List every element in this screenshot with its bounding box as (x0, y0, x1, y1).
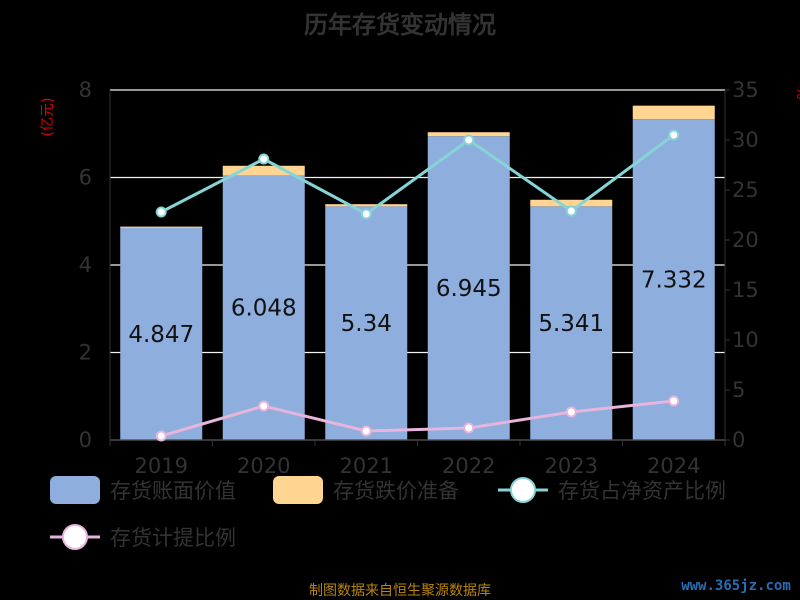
legend-label: 存货占净资产比例 (558, 479, 726, 503)
bar-inventory-value (632, 119, 715, 440)
right-tick-label: 0 (732, 428, 745, 452)
series-point (668, 129, 680, 141)
right-tick-label: 35 (732, 78, 759, 102)
x-tick-label: 2019 (135, 454, 188, 478)
bar-inventory-value (222, 175, 305, 440)
right-tick-label: 5 (732, 378, 745, 402)
x-tick-label: 2024 (647, 454, 700, 478)
legend-label: 存货账面价值 (110, 479, 236, 503)
bar-impairment-provision (427, 132, 510, 137)
bar-value-label: 6.048 (231, 296, 297, 322)
right-axis-unit: % (793, 86, 800, 99)
series-point (360, 208, 372, 220)
series-point (258, 400, 270, 412)
bar-inventory-value (120, 227, 203, 440)
series-point (155, 206, 167, 218)
x-tick-label: 2021 (340, 454, 393, 478)
right-tick-label: 20 (732, 228, 759, 252)
left-tick-label: 0 (79, 428, 92, 452)
left-tick-label: 4 (79, 253, 92, 277)
series-point (463, 134, 475, 146)
right-tick-label: 30 (732, 128, 759, 152)
bar-value-label: 7.332 (641, 268, 707, 294)
series-point (258, 153, 270, 165)
series-line (160, 133, 675, 216)
bar-inventory-value (325, 206, 408, 440)
x-tick-label: 2020 (237, 454, 290, 478)
series-line (160, 399, 674, 438)
lines (155, 129, 680, 442)
right-tick-label: 25 (732, 178, 759, 202)
bar-impairment-provision (222, 165, 305, 176)
bar-impairment-provision (325, 204, 408, 207)
bar-impairment-provision (530, 199, 613, 207)
left-tick-label: 2 (79, 341, 92, 365)
bar-inventory-value (427, 136, 510, 440)
legend-color-swatch (50, 476, 100, 504)
series-point (668, 395, 680, 407)
series-point (155, 430, 167, 442)
series-point (463, 422, 475, 434)
legend-color-swatch (273, 476, 323, 504)
legend-label: 存货跌价准备 (333, 479, 459, 503)
chart-title: 历年存货变动情况 (304, 11, 496, 39)
series-point (565, 406, 577, 418)
data-source-text: 制图数据来自恒生聚源数据库 (309, 583, 491, 599)
bar-value-label: 5.341 (538, 311, 604, 337)
bar-value-label: 4.847 (128, 322, 194, 348)
bar-value-label: 6.945 (436, 276, 502, 302)
legend-marker (510, 477, 536, 503)
left-tick-label: 6 (79, 166, 92, 190)
bar-impairment-provision (120, 226, 203, 228)
right-tick-label: 10 (732, 328, 759, 352)
axes: 0 2 4 6 8 0 5 10 15 20 25 30 35 2019 2020 2021 2022 2023 2… (79, 78, 759, 478)
series-point (565, 205, 577, 217)
bar-value-label: 5.34 (341, 311, 392, 337)
watermark: www.365jz.com (681, 578, 791, 594)
bar-labels: 4.847 6.048 5.34 6.945 5.341 7.332 (128, 268, 706, 348)
left-tick-label: 8 (79, 78, 92, 102)
bar-inventory-value (530, 206, 613, 440)
bar-impairment-provision (632, 105, 715, 120)
x-tick-label: 2023 (545, 454, 598, 478)
legend-marker (62, 524, 88, 550)
legend-label: 存货计提比例 (110, 526, 236, 550)
x-tick-label: 2022 (442, 454, 495, 478)
bars (120, 105, 715, 440)
right-tick-label: 15 (732, 278, 759, 302)
series-point (360, 425, 372, 437)
left-axis-unit: (亿元) (40, 98, 56, 137)
